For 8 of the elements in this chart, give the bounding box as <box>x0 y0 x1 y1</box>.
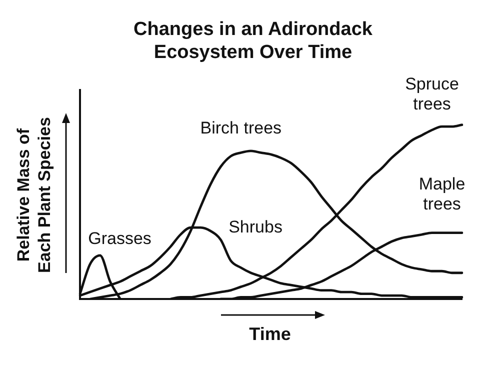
series-label: Birch trees <box>200 118 282 138</box>
chart-title: Changes in an Adirondack Ecosystem Over Time <box>132 18 374 64</box>
x-axis-title: Time <box>248 324 292 345</box>
series-label: Spruce trees <box>405 74 459 114</box>
series-label: Grasses <box>88 229 152 248</box>
series-label: Shrubs <box>228 217 282 236</box>
y-axis-title: Relative Mass of Each Plant Species <box>13 116 55 275</box>
series-label: Maple trees <box>418 174 466 214</box>
